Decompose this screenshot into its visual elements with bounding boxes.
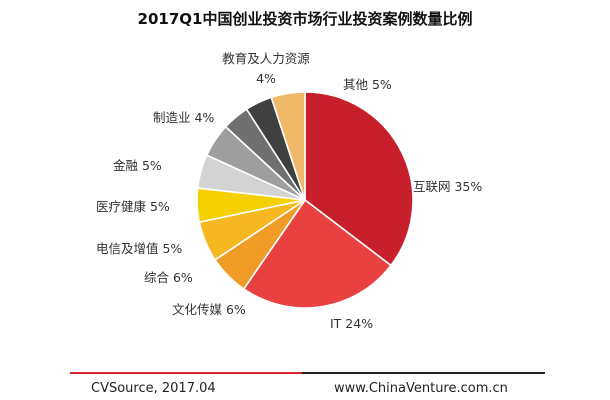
pie-slice-1 [304, 91, 414, 267]
slice-label-10: 其他 5% [343, 77, 392, 92]
slice-label-4: 综合 6% [144, 270, 193, 285]
footer-source: CVSource, 2017.04 [91, 381, 216, 396]
footer-website: www.ChinaVenture.com.cn [334, 381, 508, 396]
slice-label-2: IT 24% [330, 316, 373, 331]
pie-slice-2 [242, 198, 393, 309]
slice-label-9: 教育及人力资源 [222, 51, 310, 66]
chart-title: 2017Q1中国创业投资市场行业投资案例数量比例 [137, 10, 473, 28]
slice-label-5: 电信及增值 5% [96, 241, 182, 256]
slice-label-3: 文化传媒 6% [172, 302, 246, 317]
slice-label-6: 医疗健康 5% [96, 199, 170, 214]
slice-label-7: 金融 5% [113, 158, 162, 173]
pie-slice-10 [270, 91, 306, 201]
slice-label-1: 互联网 35% [413, 179, 482, 194]
footer-divider-black [302, 372, 545, 374]
slice-label-9-value: 4% [256, 71, 276, 86]
footer-divider-red [70, 372, 302, 374]
slice-label-8: 制造业 4% [153, 110, 214, 125]
